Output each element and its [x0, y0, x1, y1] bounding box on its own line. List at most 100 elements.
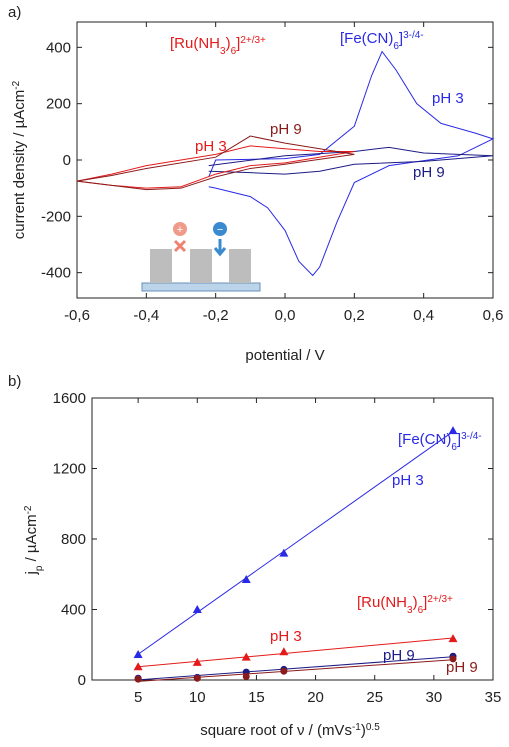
fit-line [137, 431, 454, 655]
svg-text:−: − [217, 224, 223, 236]
text-part: [Ru(NH [357, 594, 407, 611]
y-tick-label: 400 [61, 602, 86, 619]
text-part: 0.5 [366, 722, 380, 733]
marker [134, 675, 142, 683]
panel-label: a) [8, 4, 21, 21]
annotation: pH 3 [270, 628, 302, 645]
y-tick-label: 0 [78, 672, 86, 689]
text-part: -1 [352, 722, 361, 733]
text-part: ) [226, 35, 231, 52]
marker [241, 652, 251, 661]
marker [133, 662, 143, 671]
x-tick-label: 30 [426, 689, 443, 706]
panel-label: b) [8, 373, 21, 390]
text-part: -2 [23, 505, 34, 514]
annotation: [Ru(NH3)6]2+/3+ [357, 594, 453, 616]
text-part: 6 [231, 46, 237, 57]
text-part: / µAcm [23, 514, 40, 565]
x-tick-label: -0,6 [64, 307, 90, 324]
annotation: pH 9 [383, 647, 415, 664]
x-tick-label: -0,4 [133, 307, 159, 324]
annotation: pH 9 [446, 659, 478, 676]
x-tick-label: 25 [366, 689, 383, 706]
text-part: 3-/4- [461, 431, 482, 442]
text-part: 2+/3+ [427, 594, 453, 605]
inset-icon: + − [141, 222, 261, 292]
text-part: pH 3 [195, 138, 227, 155]
marker [133, 649, 143, 658]
x-axis-label: square root of ν / (mVs-1)0.5 [200, 722, 380, 740]
marker [280, 667, 288, 675]
y-tick-label: 1200 [53, 461, 86, 478]
text-part: pH 9 [446, 659, 478, 676]
text-part: 2+/3+ [240, 35, 266, 46]
marker [193, 674, 201, 682]
marker [192, 657, 202, 666]
text-part: [Fe(CN) [340, 30, 393, 47]
annotation: pH 3 [432, 90, 464, 107]
annotation: [Fe(CN)6]3-/4- [340, 30, 424, 52]
annotation: pH 3 [195, 138, 227, 155]
annotation: pH 9 [270, 121, 302, 138]
text-part: ] [423, 594, 427, 611]
y-tick-label: 0 [63, 152, 71, 169]
y-tick-label: -400 [41, 265, 71, 282]
y-tick-label: 800 [61, 531, 86, 548]
marker [448, 634, 458, 643]
y-axis-label: jp / µAcm-2 [23, 505, 45, 575]
svg-text:+: + [177, 224, 183, 236]
text-part: ] [399, 30, 403, 47]
fit-line [138, 637, 454, 668]
text-part: pH 9 [383, 647, 415, 664]
text-part: 6 [393, 41, 399, 52]
marker [448, 426, 458, 435]
marker [241, 575, 251, 584]
text-part: current density / µAcm [11, 90, 28, 240]
annotation: pH 3 [392, 472, 424, 489]
text-part: ] [236, 35, 240, 52]
annotation: [Ru(NH3)6]2+/3+ [170, 35, 266, 57]
x-tick-label: 0,6 [483, 307, 504, 324]
annotation: [Fe(CN)6]3-/4- [398, 431, 482, 453]
marker [279, 647, 289, 656]
fit-line [138, 659, 454, 682]
x-axis-label: potential / V [245, 347, 324, 364]
x-tick-label: 20 [307, 689, 324, 706]
annotation: pH 9 [413, 164, 445, 181]
text-part: 6 [418, 605, 424, 616]
text-part: pH 3 [392, 472, 424, 489]
text-part: j [23, 571, 40, 575]
text-part: ] [457, 431, 461, 448]
text-part: pH 9 [270, 121, 302, 138]
fit-line [138, 656, 454, 681]
y-axis-label: current density / µAcm-2 [11, 80, 29, 239]
marker [449, 655, 457, 663]
y-tick-label: 200 [46, 96, 71, 113]
x-tick-label: 0,0 [275, 307, 296, 324]
text-part: pH 3 [270, 628, 302, 645]
x-tick-label: 0,4 [413, 307, 434, 324]
marker [192, 605, 202, 613]
text-part: [Ru(NH [170, 35, 220, 52]
x-tick-label: 15 [248, 689, 265, 706]
text-part: [Fe(CN) [398, 431, 451, 448]
x-tick-label: 35 [485, 689, 502, 706]
text-part: ) [413, 594, 418, 611]
text-part: -2 [11, 80, 22, 89]
marker [279, 548, 289, 557]
text-part: square root of ν / (mVs [200, 722, 352, 739]
text-part: p [34, 565, 45, 571]
text-part: 3-/4- [403, 30, 424, 41]
y-tick-label: 1600 [53, 390, 86, 407]
y-tick-label: -200 [41, 208, 71, 225]
text-part: 3 [220, 46, 226, 57]
x-tick-label: 10 [189, 689, 206, 706]
cv-curve [208, 50, 495, 277]
text-part: pH 3 [432, 90, 464, 107]
text-part: potential / V [245, 347, 324, 364]
x-tick-label: 5 [134, 689, 142, 706]
text-part: ) [361, 722, 366, 739]
x-tick-label: 0,2 [344, 307, 365, 324]
text-part: pH 9 [413, 164, 445, 181]
